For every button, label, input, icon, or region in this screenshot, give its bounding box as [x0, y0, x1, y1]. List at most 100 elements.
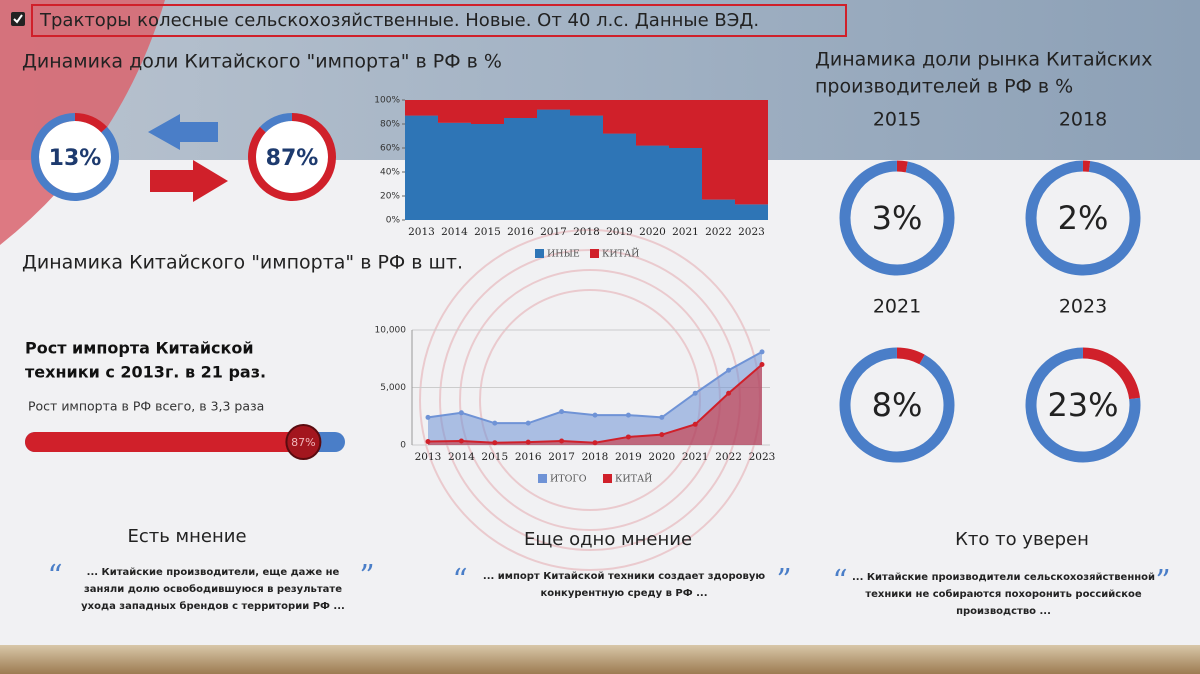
point: [659, 432, 665, 438]
quote-open: “: [47, 559, 62, 594]
x-tick-label: 2020: [648, 451, 675, 463]
donut-rest: [1025, 347, 1141, 463]
point: [425, 414, 431, 420]
legend-swatch: [535, 249, 544, 258]
bar-segment: [537, 109, 570, 220]
donut-label: 8%: [872, 386, 923, 424]
checkbox-tick: [13, 14, 23, 24]
quote-open: “: [832, 564, 847, 599]
bar-segment: [735, 100, 768, 205]
quote-close: ”: [776, 563, 791, 598]
header-frame: [31, 4, 847, 37]
x-tick-label: 2023: [749, 451, 776, 463]
y-tick-label: 0%: [386, 216, 401, 226]
donut-rest: [839, 160, 955, 276]
donut-share: [248, 113, 336, 201]
x-tick-label: 2020: [639, 226, 666, 238]
point: [625, 434, 631, 440]
x-tick-label: 2023: [738, 226, 765, 238]
bar-segment: [669, 100, 702, 148]
x-tick-label: 2014: [448, 451, 475, 463]
point: [492, 440, 498, 446]
growth-text: Рост импорта Китайской: [25, 339, 254, 358]
bar-segment: [504, 118, 537, 220]
opinion-text: техники не собираются похоронить российс…: [865, 588, 1142, 600]
x-tick-label: 2018: [573, 226, 600, 238]
x-tick-label: 2018: [582, 451, 609, 463]
donut-rest: [839, 347, 955, 463]
section-title: Динамика Китайского "импорта" в РФ в шт.: [22, 252, 463, 274]
point: [592, 440, 598, 446]
y-tick-label: 20%: [380, 192, 400, 202]
bar-segment: [570, 115, 603, 220]
bar-segment: [537, 100, 570, 110]
x-tick-label: 2017: [548, 451, 575, 463]
arrow-right: [150, 160, 228, 202]
point: [759, 362, 765, 367]
y-tick-label: 5,000: [380, 383, 406, 393]
point: [559, 438, 565, 444]
wheat-band: [0, 645, 1200, 674]
legend-swatch: [590, 249, 599, 258]
y-tick-label: 80%: [380, 120, 400, 130]
donut-year: 2023: [1059, 296, 1107, 318]
donut-label: 3%: [872, 199, 923, 237]
quote-close: ”: [359, 559, 374, 594]
bar-segment: [405, 100, 438, 116]
bar-segment: [636, 145, 669, 220]
bar-segment: [504, 100, 537, 118]
point: [458, 410, 464, 416]
opinion-text: ... Китайские производители сельскохозяй…: [852, 572, 1155, 583]
donut-share: [896, 160, 908, 173]
progress-label: 87%: [291, 436, 315, 449]
bar-segment: [570, 100, 603, 116]
point: [726, 390, 732, 396]
donut-share: [74, 113, 108, 133]
y-tick-label: 40%: [380, 168, 400, 178]
donut-rest: [1025, 160, 1141, 276]
opinion-text: конкурентную среду в РФ ...: [540, 588, 707, 599]
x-tick-label: 2014: [441, 226, 468, 238]
donut-rest: [259, 113, 293, 133]
x-tick-label: 2016: [507, 226, 534, 238]
point: [726, 367, 732, 373]
legend-swatch: [538, 474, 547, 483]
opinion-text: ... Китайские производители, еще даже не: [87, 567, 340, 578]
x-tick-label: 2022: [715, 451, 742, 463]
area: [428, 364, 762, 445]
opinion-text: ... импорт Китайской техники создает здо…: [483, 571, 765, 582]
bar-segment: [438, 100, 471, 123]
point: [692, 421, 698, 427]
point: [492, 420, 498, 426]
bar-segment: [438, 122, 471, 220]
opinion-title: Есть мнение: [127, 526, 246, 547]
point: [458, 438, 464, 444]
opinion-title: Еще одно мнение: [524, 529, 692, 550]
opinion-text: производство ...: [956, 606, 1051, 617]
legend-label: ИТОГО: [550, 474, 587, 485]
bar-segment: [735, 204, 768, 220]
point: [525, 420, 531, 426]
y-tick-label: 0: [400, 441, 406, 451]
section-title: Динамика доли рынка Китайских: [815, 49, 1152, 71]
point: [592, 412, 598, 418]
progress-fill: [25, 432, 304, 452]
donut-share: [896, 347, 925, 365]
bar-segment: [405, 115, 438, 220]
x-tick-label: 2022: [705, 226, 732, 238]
x-tick-label: 2021: [682, 451, 709, 463]
point: [559, 409, 565, 415]
donut-label: 23%: [1047, 386, 1118, 424]
point: [525, 439, 531, 445]
y-tick-label: 10,000: [375, 326, 407, 336]
bar-segment: [603, 100, 636, 134]
opinion-text: заняли долю освободившуюся в результате: [84, 583, 342, 595]
y-tick-label: 60%: [380, 144, 400, 154]
bar-segment: [603, 133, 636, 220]
arrow-left: [148, 114, 218, 150]
y-tick-label: 100%: [374, 96, 400, 106]
section-title: производителей в РФ в %: [815, 76, 1073, 98]
donut-label: 87%: [266, 146, 319, 171]
